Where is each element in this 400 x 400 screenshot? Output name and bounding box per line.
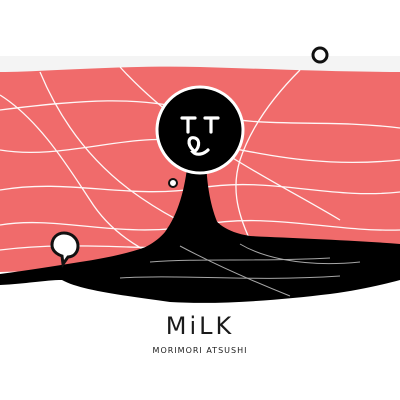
figure-neck [100,160,270,260]
album-title: MiLK [165,312,235,340]
small-bubble-icon [168,178,178,188]
floor-lines [119,243,361,297]
figure-face [180,116,220,156]
artist-name: MORIMORI ATSUSHI [152,346,248,355]
figure-head [155,85,245,175]
ring-bubble-icon [311,46,329,64]
speech-bubble-icon [50,231,80,268]
